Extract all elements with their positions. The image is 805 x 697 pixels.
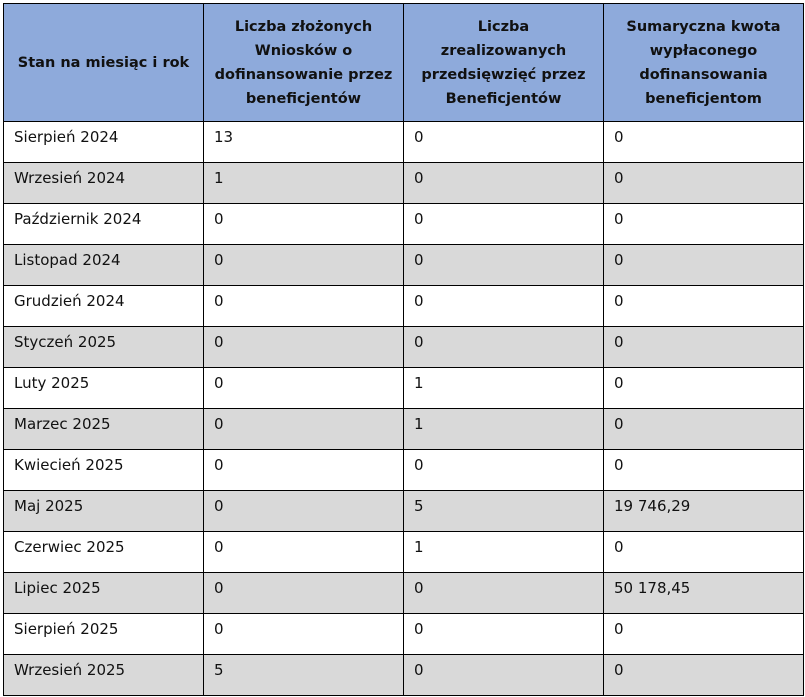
table-row: Maj 2025 0 5 19 746,29 (3, 490, 804, 532)
value-cell: 0 (403, 162, 604, 204)
month-cell: Lipiec 2025 (3, 572, 204, 614)
table-row: Lipiec 2025 0 0 50 178,45 (3, 572, 804, 614)
header-cell: Liczba złożonych Wniosków o dofinansowan… (203, 3, 404, 122)
value-cell: 0 (603, 121, 804, 163)
month-cell: Grudzień 2024 (3, 285, 204, 327)
value-cell: 0 (603, 531, 804, 573)
value-cell: 0 (403, 203, 604, 245)
value-cell: 0 (203, 490, 404, 532)
month-cell: Maj 2025 (3, 490, 204, 532)
value-cell: 19 746,29 (603, 490, 804, 532)
value-cell: 0 (203, 449, 404, 491)
value-cell: 0 (603, 449, 804, 491)
value-cell: 0 (203, 531, 404, 573)
value-cell: 0 (603, 367, 804, 409)
value-cell: 0 (403, 613, 604, 655)
month-cell: Styczeń 2025 (3, 326, 204, 368)
header-cell: Sumaryczna kwota wypłaconego dofinansowa… (603, 3, 804, 122)
value-cell: 0 (403, 244, 604, 286)
value-cell: 0 (203, 613, 404, 655)
month-cell: Sierpień 2025 (3, 613, 204, 655)
value-cell: 1 (403, 367, 604, 409)
month-cell: Wrzesień 2025 (3, 654, 204, 696)
header-cell: Stan na miesiąc i rok (3, 3, 204, 122)
value-cell: 0 (603, 408, 804, 450)
table-row: Październik 2024 0 0 0 (3, 203, 804, 245)
value-cell: 0 (403, 285, 604, 327)
header-row: Stan na miesiąc i rok Liczba złożonych Wn… (3, 3, 804, 122)
value-cell: 0 (603, 285, 804, 327)
value-cell: 0 (603, 326, 804, 368)
table-row: Sierpień 2025 0 0 0 (3, 613, 804, 655)
value-cell: 0 (603, 654, 804, 696)
value-cell: 0 (203, 285, 404, 327)
table-row: Kwiecień 2025 0 0 0 (3, 449, 804, 491)
value-cell: 0 (203, 408, 404, 450)
month-cell: Wrzesień 2024 (3, 162, 204, 204)
table-container: Stan na miesiąc i rok Liczba złożonych Wn… (3, 3, 804, 696)
value-cell: 13 (203, 121, 404, 163)
table-row: Wrzesień 2024 1 0 0 (3, 162, 804, 204)
table-row: Listopad 2024 0 0 0 (3, 244, 804, 286)
value-cell: 0 (403, 572, 604, 614)
value-cell: 1 (403, 408, 604, 450)
table-row: Luty 2025 0 1 0 (3, 367, 804, 409)
value-cell: 0 (203, 326, 404, 368)
value-cell: 5 (403, 490, 604, 532)
table-row: Sierpień 2024 13 0 0 (3, 121, 804, 163)
value-cell: 0 (203, 367, 404, 409)
month-cell: Październik 2024 (3, 203, 204, 245)
value-cell: 1 (203, 162, 404, 204)
value-cell: 0 (203, 572, 404, 614)
value-cell: 1 (403, 531, 604, 573)
value-cell: 5 (203, 654, 404, 696)
month-cell: Marzec 2025 (3, 408, 204, 450)
table-row: Czerwiec 2025 0 1 0 (3, 531, 804, 573)
table-row: Styczeń 2025 0 0 0 (3, 326, 804, 368)
month-cell: Kwiecień 2025 (3, 449, 204, 491)
header-cell: Liczba zrealizowanych przedsięwzięć prze… (403, 3, 604, 122)
month-cell: Czerwiec 2025 (3, 531, 204, 573)
value-cell: 50 178,45 (603, 572, 804, 614)
month-cell: Sierpień 2024 (3, 121, 204, 163)
value-cell: 0 (203, 203, 404, 245)
value-cell: 0 (403, 654, 604, 696)
table-row: Marzec 2025 0 1 0 (3, 408, 804, 450)
value-cell: 0 (403, 326, 604, 368)
table-row: Wrzesień 2025 5 0 0 (3, 654, 804, 696)
month-cell: Listopad 2024 (3, 244, 204, 286)
value-cell: 0 (403, 449, 604, 491)
value-cell: 0 (203, 244, 404, 286)
table-row: Grudzień 2024 0 0 0 (3, 285, 804, 327)
data-table: Stan na miesiąc i rok Liczba złożonych Wn… (3, 3, 804, 696)
table-body: Sierpień 2024 13 0 0 Wrzesień 2024 1 0 0 Paździe… (3, 121, 804, 696)
value-cell: 0 (603, 613, 804, 655)
value-cell: 0 (603, 203, 804, 245)
value-cell: 0 (403, 121, 604, 163)
value-cell: 0 (603, 244, 804, 286)
value-cell: 0 (603, 162, 804, 204)
month-cell: Luty 2025 (3, 367, 204, 409)
